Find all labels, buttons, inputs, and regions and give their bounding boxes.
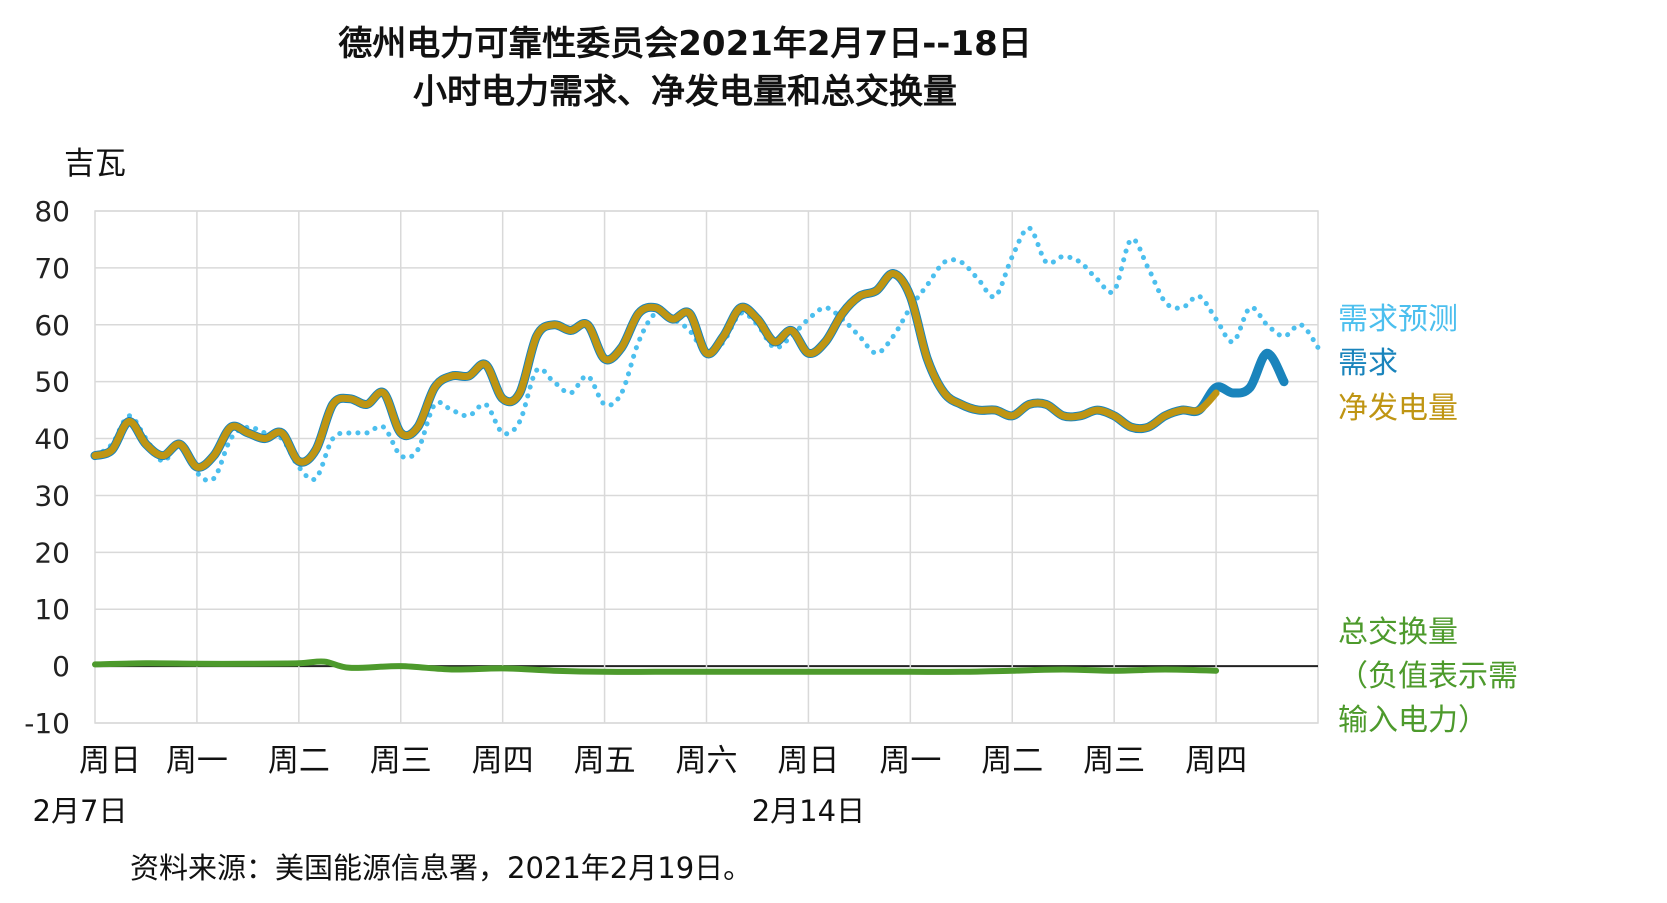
y-tick-label: 10 [34,593,70,626]
legend-interchange: 总交换量 （负值表示需 输入电力） [1338,611,1518,743]
legend-demand: 需求 [1338,346,1398,381]
series-interchange [92,658,1220,675]
gridlines [94,210,1319,724]
x-day-label: 周日 [79,743,141,779]
x-day-label: 周一 [879,743,941,779]
x-day-label: 周三 [370,743,432,779]
x-day-label: 周日 [777,743,839,779]
y-tick-label: 50 [34,366,70,399]
y-tick-label: -10 [24,707,70,740]
x-day-label: 周三 [1083,743,1145,779]
chart-subtitle: 小时电力需求、净发电量和总交换量 [413,72,957,112]
y-tick-label: 30 [34,479,70,512]
y-tick-label: 20 [34,536,70,569]
legend-forecast: 需求预测 [1338,302,1458,337]
x-day-label: 周四 [1185,743,1247,779]
y-axis-ticks: 80 70 60 50 40 30 20 10 0 -10 [24,195,70,740]
x-day-label: 周四 [472,743,534,779]
x-day-label: 周一 [166,743,228,779]
chart-title: 德州电力可靠性委员会2021年2月7日--18日 [338,24,1032,64]
x-date-label: 2月7日 [33,794,128,828]
series-lines [90,225,1321,675]
y-tick-label: 60 [34,309,70,342]
source-note: 资料来源：美国能源信息署，2021年2月19日。 [130,851,753,885]
x-day-label: 周六 [676,743,738,779]
series-net-generation [91,270,1220,471]
x-date-label: 2月14日 [752,794,865,828]
x-day-label: 周二 [981,743,1043,779]
x-day-label: 周二 [268,743,330,779]
legend-interchange-line2: （负值表示需 [1338,659,1518,694]
legend-interchange-line3: 输入电力） [1338,703,1488,738]
legend-interchange-line1: 总交换量 [1338,615,1458,650]
y-axis-unit-label: 吉瓦 [64,146,126,182]
x-day-label: 周五 [574,743,636,779]
y-tick-label: 40 [34,423,70,456]
y-tick-label: 70 [34,252,70,285]
y-tick-label: 80 [34,195,70,228]
legend-net-generation: 净发电量 [1338,391,1458,426]
y-tick-label: 0 [52,650,70,683]
